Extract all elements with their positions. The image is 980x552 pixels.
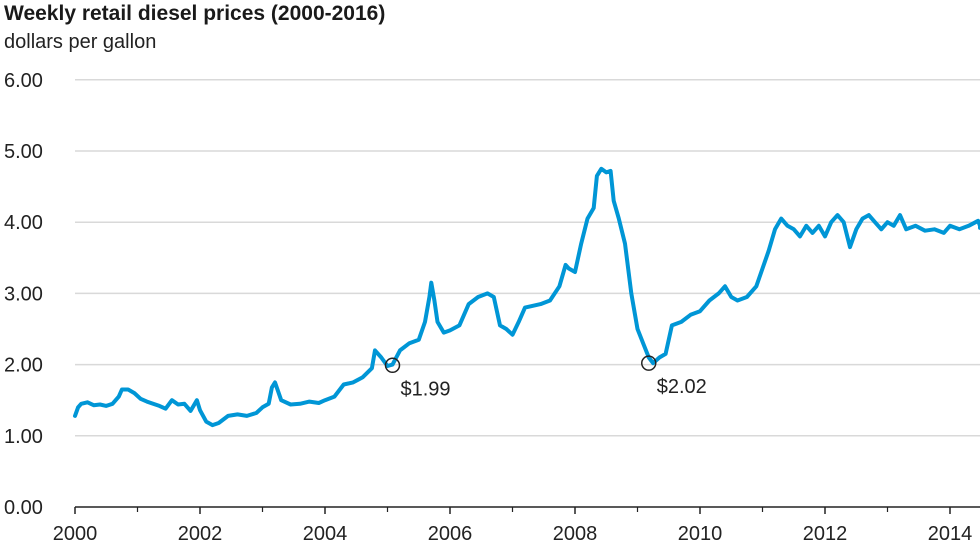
- y-tick-label: 6.00: [4, 70, 43, 92]
- series-line-diesel-price: [73, 166, 980, 428]
- y-tick-label: 4.00: [4, 212, 43, 234]
- y-tick-label: 1.00: [4, 426, 43, 448]
- gridlines: [75, 79, 980, 437]
- x-tick-label: 2008: [553, 523, 598, 545]
- annotation-marker: [641, 355, 657, 371]
- x-tick-label: 2012: [803, 523, 848, 545]
- annotations: $1.99 $2.02: [384, 355, 707, 400]
- x-tick-label: 2014: [928, 523, 973, 545]
- annotation-label: $1.99: [401, 378, 451, 400]
- annotation-marker: [384, 357, 401, 374]
- x-tick-label: 2004: [303, 523, 348, 545]
- x-axis-ticks: 2000 2002 2004 2006 2008 2010 2012 2014: [53, 507, 973, 545]
- x-tick-label: 2002: [178, 523, 223, 545]
- y-tick-label: 3.00: [4, 283, 43, 305]
- y-axis-ticks: 0.00 1.00 2.00 3.00 4.00 5.00 6.00: [4, 70, 43, 519]
- y-tick-label: 2.00: [4, 355, 43, 377]
- x-tick-label: 2000: [53, 523, 98, 545]
- y-tick-label: 5.00: [4, 141, 43, 163]
- chart-title: Weekly retail diesel prices (2000-2016): [4, 2, 386, 25]
- x-tick-label: 2006: [428, 523, 473, 545]
- y-tick-label: 0.00: [4, 497, 43, 519]
- chart-subtitle: dollars per gallon: [4, 31, 157, 53]
- annotation-label: $2.02: [657, 376, 707, 398]
- x-tick-label: 2010: [678, 523, 723, 545]
